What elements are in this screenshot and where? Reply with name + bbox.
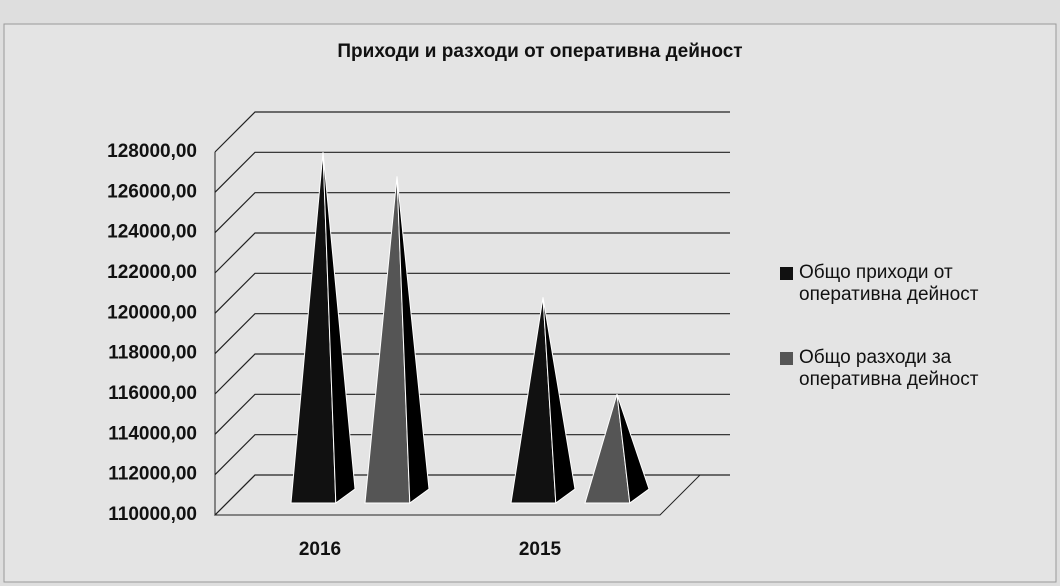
pyramid bbox=[584, 394, 650, 504]
y-tick-label: 114000,00 bbox=[108, 423, 197, 444]
pyramid bbox=[510, 297, 576, 504]
legend-swatch bbox=[780, 267, 793, 280]
pyramid-face bbox=[616, 394, 650, 504]
grid-line bbox=[214, 272, 730, 314]
pyramid bbox=[290, 152, 356, 504]
grid-line bbox=[214, 232, 730, 274]
grid-line bbox=[214, 151, 730, 193]
legend-entry: Общо разходи за оперативна дейност bbox=[780, 347, 1050, 391]
chart-title: Приходи и разходи от оперативна дейност bbox=[337, 41, 742, 62]
y-tick-label: 124000,00 bbox=[107, 222, 197, 243]
grid-line bbox=[214, 353, 730, 395]
y-tick-label: 122000,00 bbox=[107, 262, 197, 283]
pyramid-face bbox=[322, 152, 356, 504]
grid-line bbox=[214, 434, 730, 476]
grid-line bbox=[214, 393, 730, 435]
y-tick-label: 128000,00 bbox=[107, 141, 197, 162]
grid-line bbox=[214, 313, 730, 355]
grid-line bbox=[214, 111, 730, 153]
legend-label: Общо разходи за оперативна дейност bbox=[799, 347, 979, 390]
y-tick-label: 118000,00 bbox=[108, 343, 197, 364]
y-tick-label: 116000,00 bbox=[108, 383, 197, 404]
y-tick-label: 126000,00 bbox=[107, 181, 197, 202]
y-tick-label: 110000,00 bbox=[108, 504, 197, 525]
x-tick-label: 2016 bbox=[299, 539, 341, 560]
x-tick-label: 2015 bbox=[519, 539, 562, 560]
y-tick-label: 120000,00 bbox=[107, 302, 197, 323]
legend-entry: Общо приходи от оперативна дейност bbox=[780, 262, 1050, 306]
grid-line bbox=[214, 192, 730, 234]
legend-swatch bbox=[780, 352, 793, 365]
pyramid-face bbox=[396, 176, 430, 504]
y-tick-label: 112000,00 bbox=[108, 464, 197, 485]
legend-label: Общо приходи от оперативна дейност bbox=[799, 262, 979, 305]
pyramid-face bbox=[542, 297, 576, 504]
pyramid bbox=[364, 176, 430, 504]
